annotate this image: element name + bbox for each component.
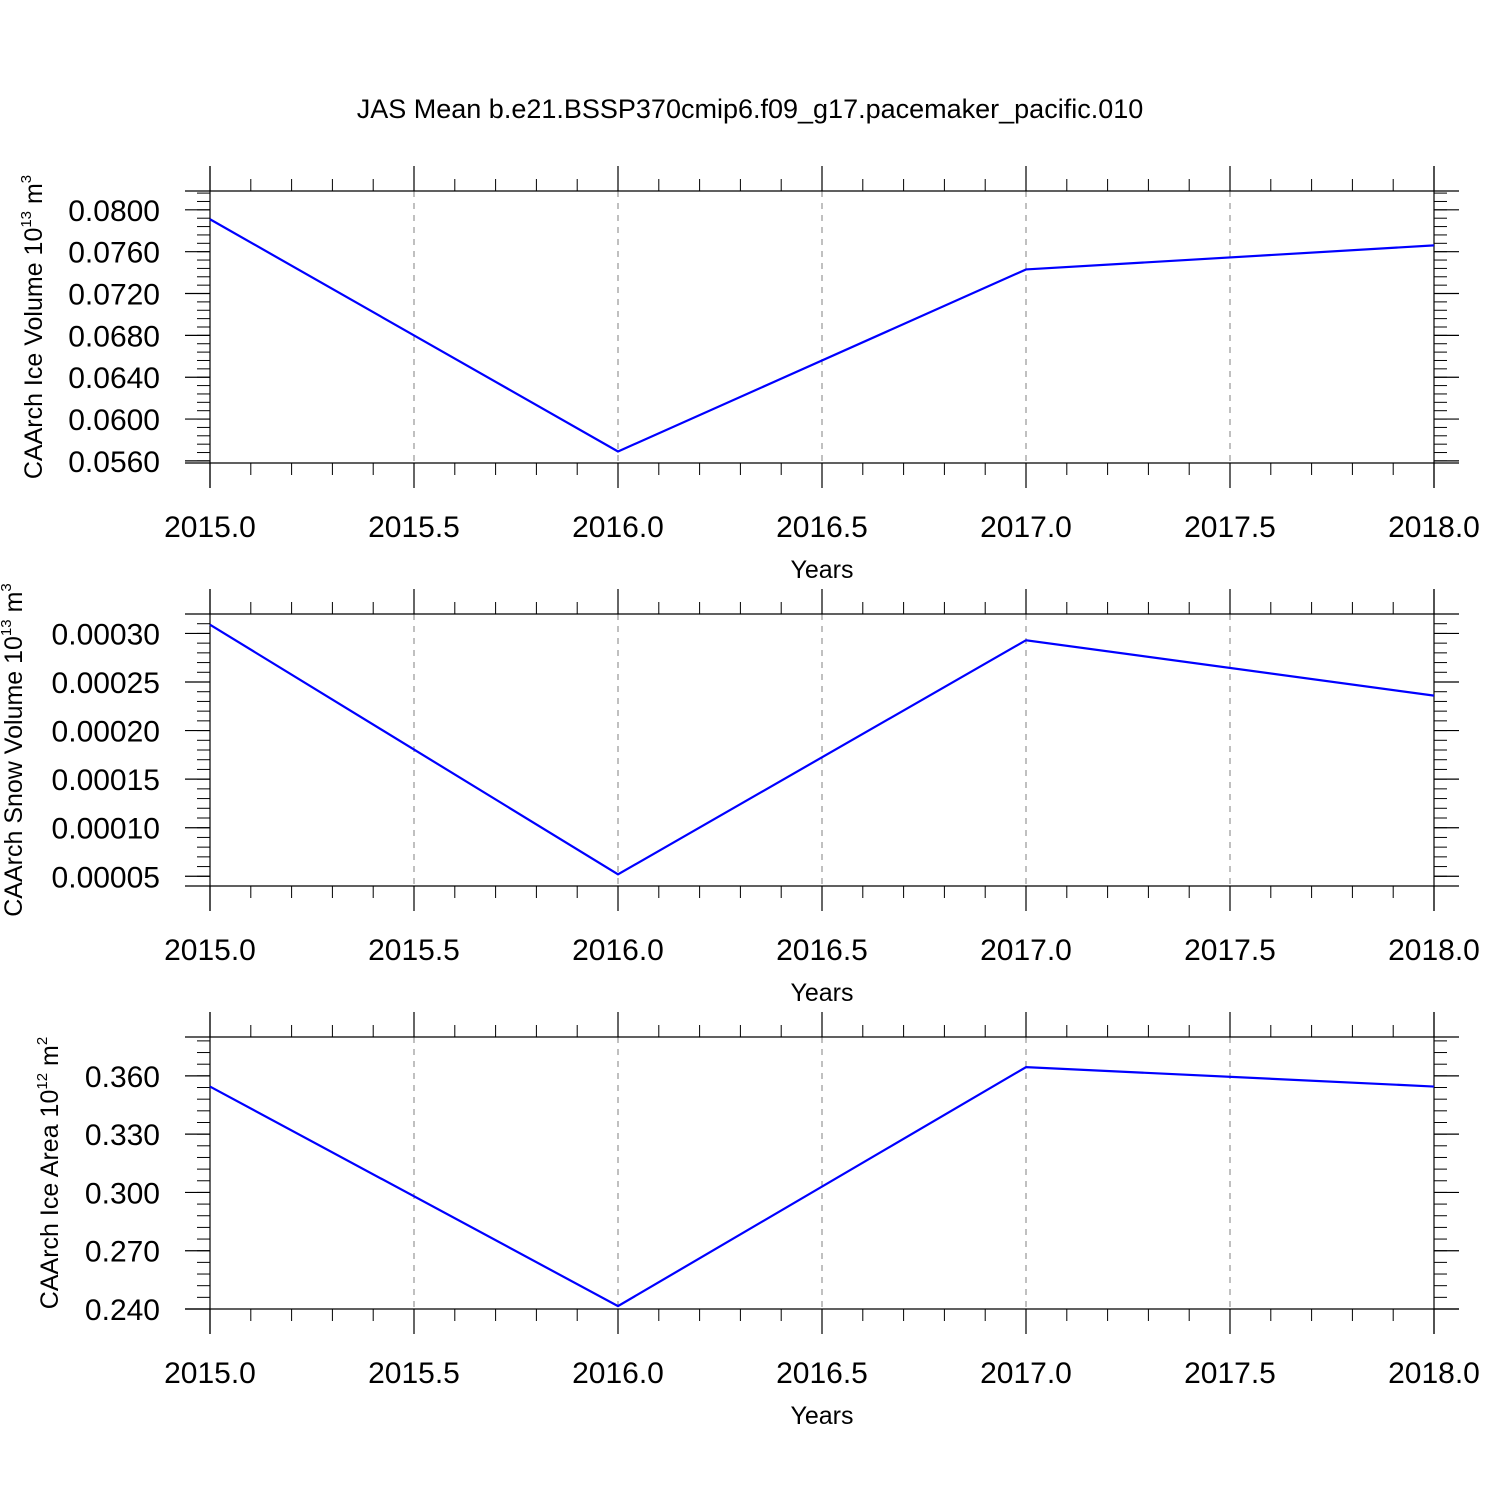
- x-tick-label: 2015.0: [164, 1357, 256, 1390]
- y-axis-label: CAArch Ice Volume 1013 m3: [18, 175, 48, 479]
- y-axis-label: CAArch Snow Volume 1013 m3: [0, 583, 28, 917]
- x-tick-label: 2015.0: [164, 511, 256, 544]
- x-tick-label: 2016.0: [572, 511, 664, 544]
- y-tick-label: 0.240: [85, 1294, 160, 1327]
- y-tick-label: 0.0800: [68, 195, 160, 228]
- y-tick-label: 0.00020: [52, 716, 160, 749]
- x-tick-label: 2018.0: [1388, 934, 1480, 967]
- x-axis-label: Years: [790, 556, 853, 584]
- x-tick-label: 2015.5: [368, 934, 460, 967]
- y-tick-label: 0.0720: [68, 279, 160, 312]
- y-tick-label: 0.0640: [68, 362, 160, 395]
- x-tick-label: 2016.5: [776, 934, 868, 967]
- y-tick-label: 0.00030: [52, 618, 160, 651]
- x-tick-label: 2017.5: [1184, 511, 1276, 544]
- x-tick-label: 2017.0: [980, 511, 1072, 544]
- y-axis-label: CAArch Ice Area 1012 m2: [34, 1037, 64, 1309]
- y-tick-label: 0.360: [85, 1061, 160, 1094]
- y-tick-label: 0.0680: [68, 320, 160, 353]
- chart-title: JAS Mean b.e21.BSSP370cmip6.f09_g17.pace…: [357, 94, 1144, 124]
- x-tick-label: 2018.0: [1388, 511, 1480, 544]
- x-axis-label: Years: [790, 979, 853, 1007]
- x-tick-label: 2018.0: [1388, 1357, 1480, 1390]
- x-tick-label: 2015.5: [368, 1357, 460, 1390]
- y-tick-label: 0.270: [85, 1236, 160, 1269]
- x-tick-label: 2016.0: [572, 934, 664, 967]
- panels: 0.0560 0.0600 0.0640 0.0680 0.0720 0.0760 0.08…: [0, 166, 1480, 1430]
- y-tick-label: 0.0560: [68, 446, 160, 479]
- chart-panel-3: 0.240 0.270 0.300 0.330 0.360 2015.0 2015.5 201…: [34, 1012, 1480, 1430]
- x-tick-label: 2017.0: [980, 934, 1072, 967]
- chart-panel-1: 0.0560 0.0600 0.0640 0.0680 0.0720 0.0760 0.08…: [18, 166, 1480, 584]
- y-tick-label: 0.00005: [52, 861, 160, 894]
- x-tick-label: 2017.5: [1184, 1357, 1276, 1390]
- y-tick-label: 0.00010: [52, 813, 160, 846]
- chart-panel-2: 0.00005 0.00010 0.00015 0.00020 0.00025 0.000…: [0, 583, 1480, 1007]
- x-tick-label: 2015.5: [368, 511, 460, 544]
- x-tick-label: 2017.5: [1184, 934, 1276, 967]
- y-tick-label: 0.300: [85, 1177, 160, 1210]
- x-tick-label: 2016.5: [776, 1357, 868, 1390]
- x-tick-label: 2017.0: [980, 1357, 1072, 1390]
- y-tick-label: 0.00025: [52, 667, 160, 700]
- y-tick-label: 0.330: [85, 1119, 160, 1152]
- x-axis-label: Years: [790, 1402, 853, 1430]
- y-tick-label: 0.0600: [68, 404, 160, 437]
- y-tick-label: 0.00015: [52, 764, 160, 797]
- y-tick-label: 0.0760: [68, 237, 160, 270]
- x-tick-label: 2016.5: [776, 511, 868, 544]
- x-tick-label: 2016.0: [572, 1357, 664, 1390]
- x-tick-label: 2015.0: [164, 934, 256, 967]
